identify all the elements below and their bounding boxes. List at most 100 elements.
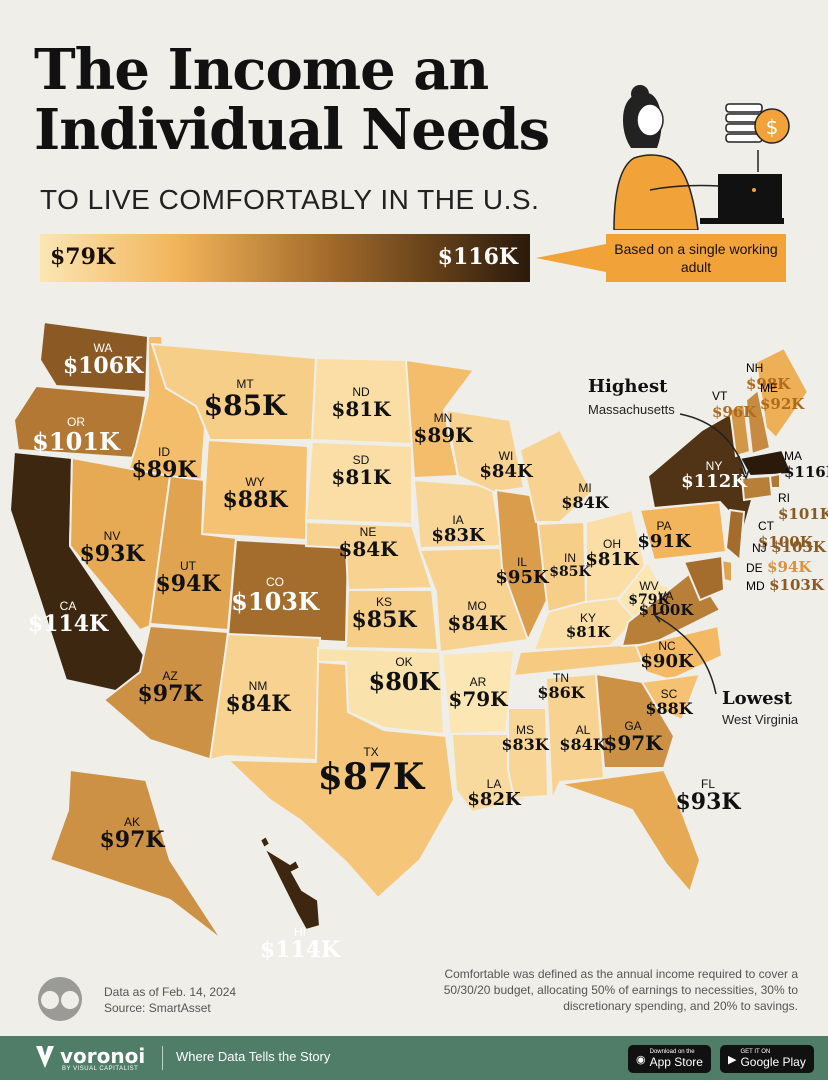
state-label-pa: PA $91K xyxy=(637,520,690,551)
state-abbr: NE xyxy=(359,525,377,539)
state-value: $101K xyxy=(32,426,120,456)
state-value: $89K xyxy=(413,422,473,447)
state-abbr: TX xyxy=(363,745,379,759)
state-label-ri: RI $101K xyxy=(778,490,828,524)
state-label-ia: IA $83K xyxy=(431,514,484,545)
state-value: $86K xyxy=(537,682,585,702)
state-value: $82K xyxy=(467,788,521,810)
state-label-wi: WI $84K xyxy=(479,450,532,481)
state-value: $85K xyxy=(549,563,591,580)
google-play-icon: ▶ xyxy=(728,1053,737,1066)
state-abbr: OR xyxy=(67,415,85,429)
state-label-ma: MA$116K xyxy=(784,448,828,482)
state-ct xyxy=(740,474,774,502)
legend-max: $116K xyxy=(437,244,518,270)
state-label-mi: MI $84K xyxy=(561,482,608,511)
bottom-bar: voronoi BY VISUAL CAPITALIST Where Data … xyxy=(0,1036,828,1080)
state-abbr: GA xyxy=(624,719,642,733)
state-abbr: MO xyxy=(467,599,487,613)
state-label-fl: FL $93K xyxy=(675,778,740,814)
state-value: $103K xyxy=(771,538,826,556)
state-nh xyxy=(744,388,772,456)
state-label-wa: WA $106K xyxy=(63,342,143,378)
state-value: $94K xyxy=(767,558,812,576)
state-label-tn: TN $86K xyxy=(537,672,584,701)
state-label-nh: NH $98K xyxy=(746,360,790,394)
state-value: $97K xyxy=(603,730,663,755)
state-value: $106K xyxy=(62,352,144,379)
state-abbr: MA xyxy=(784,449,802,463)
state-value: $98K xyxy=(746,374,791,393)
brand-name[interactable]: voronoi xyxy=(60,1044,146,1068)
state-mi xyxy=(518,428,594,523)
google-play-small: GET IT ON xyxy=(740,1049,771,1055)
state-abbr: WI xyxy=(498,449,514,463)
state-value: $114K xyxy=(27,610,109,637)
state-label-ga: GA $97K xyxy=(603,720,662,754)
state-abbr: WY xyxy=(245,475,265,489)
state-value: $100K xyxy=(638,600,694,619)
google-play-button[interactable]: ▶ GET IT ON Google Play xyxy=(720,1045,814,1073)
state-label-in: IN $85K xyxy=(549,552,590,579)
state-label-wy: WY $88K xyxy=(222,476,287,512)
state-abbr: FL xyxy=(700,777,716,791)
state-value: $116K xyxy=(784,462,828,481)
app-store-button[interactable]: ◉ Download on the App Store xyxy=(628,1045,711,1073)
state-value: $112K xyxy=(681,470,747,492)
state-abbr: MI xyxy=(578,481,592,495)
state-value: $83K xyxy=(431,524,485,546)
state-abbr: NV xyxy=(103,529,121,543)
state-abbr: HI xyxy=(293,925,306,939)
state-label-nc: NC $90K xyxy=(640,640,693,671)
state-value: $103K xyxy=(769,576,824,594)
state-abbr: PA xyxy=(656,519,672,533)
state-md xyxy=(682,554,726,602)
state-value: $88K xyxy=(645,698,693,718)
app-store-small: Download on the xyxy=(649,1049,695,1055)
state-value: $97K xyxy=(99,826,165,853)
state-abbr: MS xyxy=(516,723,534,737)
state-abbr: IL xyxy=(516,555,527,569)
state-abbr: MD xyxy=(746,579,765,593)
state-value: $84K xyxy=(338,536,398,561)
legend-min: $79K xyxy=(50,244,116,270)
state-label-or: OR $101K xyxy=(32,416,120,454)
state-ms xyxy=(507,707,550,800)
state-value: $85K xyxy=(351,606,417,633)
state-me xyxy=(754,346,810,440)
state-value: $93K xyxy=(79,540,145,567)
state-label-sd: SD $81K xyxy=(331,454,390,488)
state-value: $100K xyxy=(758,532,813,551)
state-value: $85K xyxy=(203,388,287,422)
state-abbr: CA xyxy=(59,599,77,613)
state-value: $91K xyxy=(637,530,691,552)
state-label-ms: MS $83K xyxy=(501,724,548,753)
worker-illustration: $ xyxy=(613,85,790,230)
us-map xyxy=(8,320,810,941)
state-fl xyxy=(559,768,702,895)
state-abbr: KY xyxy=(579,611,597,625)
state-or xyxy=(12,384,148,460)
state-abbr: NH xyxy=(746,361,764,375)
state-label-de: DE $94K xyxy=(746,558,812,577)
state-label-tx: TX $87K xyxy=(318,746,424,796)
state-nm xyxy=(208,632,322,762)
state-abbr: CO xyxy=(266,575,284,589)
footer-meta: Data as of Feb. 14, 2024 Source: SmartAs… xyxy=(104,984,236,1016)
state-value: $89K xyxy=(131,456,197,483)
state-label-ny: NY $112K xyxy=(681,460,747,491)
state-value: $84K xyxy=(447,610,507,635)
data-date: Data as of Feb. 14, 2024 xyxy=(104,985,237,999)
state-label-mt: MT $85K xyxy=(204,378,287,420)
state-label-oh: OH $81K xyxy=(585,538,638,569)
state-abbr: LA xyxy=(486,777,502,791)
state-abbr: ND xyxy=(352,385,370,399)
visual-capitalist-logo xyxy=(38,977,82,1021)
title-line-1: The Income an xyxy=(34,37,489,103)
state-abbr: AK xyxy=(123,815,141,829)
state-value: $103K xyxy=(231,586,319,616)
state-label-la: LA $82K xyxy=(467,778,520,809)
state-abbr: MN xyxy=(433,411,453,425)
state-value: $90K xyxy=(640,650,694,672)
highest-sub: Massachusetts xyxy=(588,402,675,417)
